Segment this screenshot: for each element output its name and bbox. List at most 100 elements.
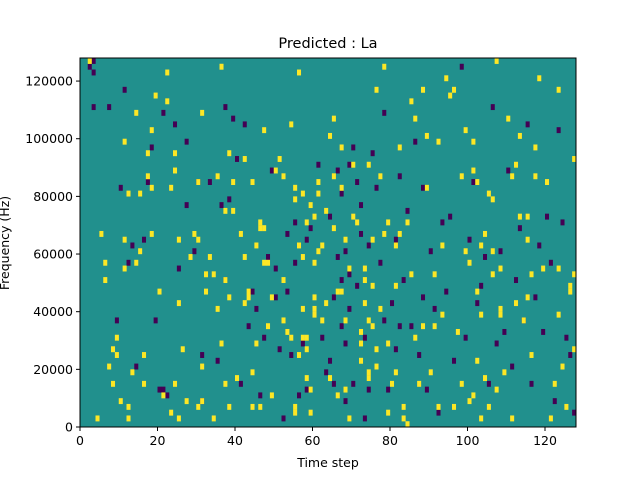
cell-low bbox=[293, 259, 298, 266]
cell-high bbox=[293, 184, 298, 191]
cell-high bbox=[320, 242, 325, 249]
cell-low bbox=[331, 294, 336, 301]
cell-low bbox=[448, 213, 453, 220]
cell-high bbox=[421, 86, 426, 93]
cell-low bbox=[258, 392, 263, 399]
cell-high bbox=[390, 380, 395, 387]
cell-high bbox=[231, 179, 236, 185]
cell-low bbox=[401, 277, 406, 284]
cell-low bbox=[142, 236, 147, 243]
cell-high bbox=[362, 300, 367, 307]
cell-low bbox=[246, 323, 251, 330]
cell-high bbox=[312, 294, 317, 301]
cell-high bbox=[432, 323, 437, 330]
heatmap-cells bbox=[87, 58, 577, 428]
cell-high bbox=[343, 236, 348, 243]
cell-low bbox=[421, 294, 426, 301]
cell-high bbox=[463, 127, 468, 134]
cell-low bbox=[366, 242, 371, 249]
cell-low bbox=[347, 305, 352, 312]
cell-low bbox=[285, 288, 290, 295]
cell-high bbox=[428, 369, 433, 376]
cell-low bbox=[316, 161, 321, 168]
cell-high bbox=[142, 380, 147, 387]
cell-high bbox=[204, 288, 209, 295]
cell-high bbox=[111, 380, 116, 387]
cell-high bbox=[122, 236, 127, 243]
cell-high bbox=[215, 173, 220, 180]
cell-high bbox=[297, 69, 302, 76]
cell-low bbox=[165, 392, 170, 399]
cell-low bbox=[343, 340, 348, 347]
cell-high bbox=[242, 300, 247, 307]
cell-high bbox=[266, 323, 271, 330]
cell-low bbox=[254, 305, 259, 312]
cell-high bbox=[514, 161, 519, 168]
cell-high bbox=[521, 317, 526, 324]
cell-low bbox=[207, 179, 212, 185]
cell-low bbox=[510, 363, 515, 370]
cell-high bbox=[269, 392, 274, 399]
cell-high bbox=[351, 213, 356, 220]
cell-high bbox=[572, 156, 577, 162]
cell-high bbox=[293, 196, 298, 203]
cell-high bbox=[560, 363, 565, 370]
cell-low bbox=[548, 259, 553, 266]
cell-low bbox=[300, 340, 305, 347]
cell-low bbox=[281, 415, 286, 422]
cell-high bbox=[320, 317, 325, 324]
cell-low bbox=[335, 167, 340, 174]
cell-high bbox=[529, 352, 534, 358]
cell-high bbox=[405, 219, 410, 226]
cell-high bbox=[467, 259, 472, 266]
cell-high bbox=[153, 92, 158, 99]
cell-high bbox=[343, 317, 348, 324]
cell-high bbox=[413, 115, 418, 122]
cell-high bbox=[184, 398, 189, 405]
cell-low bbox=[351, 144, 356, 151]
cell-high bbox=[397, 144, 402, 151]
cell-high bbox=[312, 259, 317, 266]
cell-high bbox=[359, 328, 364, 335]
cell-high bbox=[397, 230, 402, 237]
cell-high bbox=[134, 109, 139, 116]
cell-low bbox=[421, 184, 426, 191]
cell-high bbox=[568, 282, 573, 289]
cell-low bbox=[467, 236, 472, 243]
cell-high bbox=[452, 403, 457, 410]
cell-high bbox=[486, 190, 491, 197]
cell-high bbox=[444, 75, 449, 82]
cell-high bbox=[304, 334, 309, 341]
cell-high bbox=[114, 334, 119, 341]
y-tick-label: 40000 bbox=[33, 304, 73, 319]
cell-high bbox=[556, 86, 561, 93]
cell-low bbox=[386, 386, 391, 393]
cell-high bbox=[246, 294, 251, 301]
cell-high bbox=[366, 161, 371, 168]
cell-high bbox=[409, 271, 414, 278]
cell-low bbox=[335, 254, 340, 260]
cell-low bbox=[331, 380, 336, 387]
cell-low bbox=[486, 380, 491, 387]
cell-high bbox=[556, 311, 561, 318]
cell-high bbox=[498, 311, 503, 318]
cell-low bbox=[362, 334, 367, 341]
cell-low bbox=[192, 248, 197, 255]
cell-low bbox=[556, 127, 561, 134]
cell-high bbox=[452, 86, 457, 93]
cell-low bbox=[409, 323, 414, 330]
cell-low bbox=[347, 271, 352, 278]
cell-low bbox=[328, 213, 333, 220]
cell-high bbox=[413, 334, 418, 341]
cell-high bbox=[196, 179, 201, 185]
cell-high bbox=[99, 230, 104, 237]
cell-high bbox=[149, 127, 154, 134]
cell-low bbox=[471, 179, 476, 185]
cell-high bbox=[211, 415, 216, 422]
y-tick-label: 120000 bbox=[25, 74, 73, 89]
cell-high bbox=[490, 271, 495, 278]
cell-high bbox=[258, 219, 263, 226]
cell-high bbox=[149, 184, 154, 191]
cell-low bbox=[397, 173, 402, 180]
